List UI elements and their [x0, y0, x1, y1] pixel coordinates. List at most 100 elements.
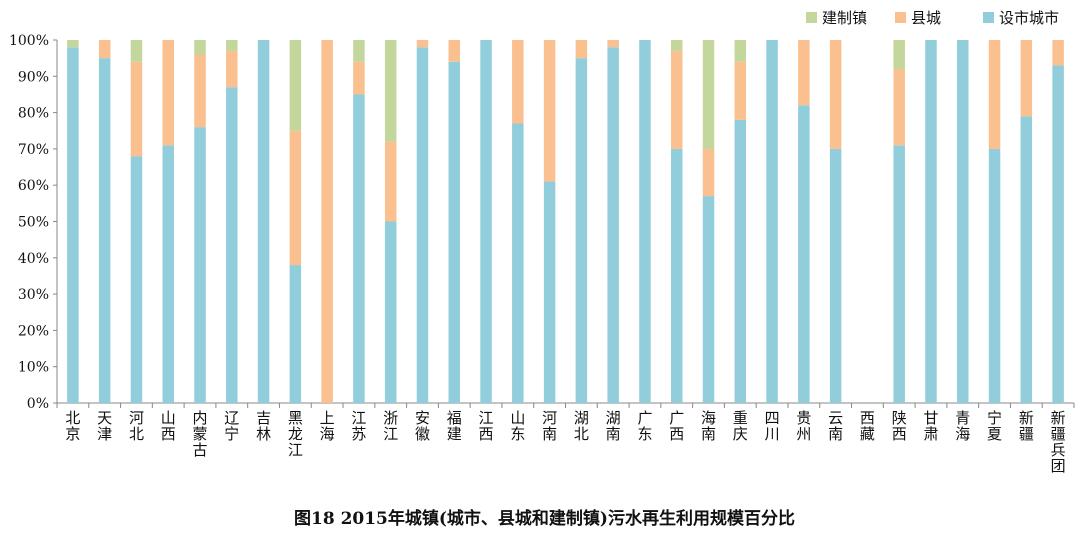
x-category-label: 陕西 [892, 409, 907, 443]
x-category-label: 福建 [447, 409, 462, 443]
x-category-label: 山西 [161, 409, 176, 443]
x-category-label: 广西 [669, 409, 684, 443]
bar-segment [893, 40, 905, 70]
legend: 建制镇 县城 设市城市 [806, 9, 1059, 27]
bar-segment [702, 148, 715, 197]
y-tick-label: 0% [27, 396, 49, 412]
bar-segment [798, 105, 810, 403]
bar-segment [798, 40, 810, 106]
y-tick-label: 10% [18, 360, 49, 376]
bar-segment [289, 130, 302, 266]
x-category-label: 广东 [637, 409, 652, 443]
y-tick-label: 50% [18, 215, 49, 231]
bar-segment [67, 40, 79, 48]
bars [67, 40, 1064, 404]
x-category-label: 山东 [510, 409, 525, 443]
x-category-label: 内蒙古 [193, 409, 208, 459]
y-tick-label: 20% [18, 323, 49, 339]
bar-segment [416, 40, 429, 48]
bar-segment [988, 40, 1001, 149]
x-category-label: 吉林 [256, 409, 271, 443]
y-tick-label: 30% [18, 287, 49, 303]
x-category-label: 河北 [129, 409, 144, 443]
bar-segment [766, 40, 778, 403]
bar-segment [480, 40, 492, 403]
bar-segment [384, 141, 397, 222]
bar-segment [512, 40, 524, 124]
bar-segment [226, 50, 238, 88]
bar-segment [988, 148, 1001, 403]
legend-label: 建制镇 [822, 9, 867, 27]
bar-segment [734, 119, 747, 404]
bar-segment [226, 87, 238, 403]
bar-segment [289, 265, 302, 403]
legend-label: 设市城市 [999, 9, 1059, 27]
bar-segment [448, 40, 461, 62]
bar-segment [448, 61, 461, 403]
x-category-label: 重庆 [733, 409, 748, 443]
bar-segment [607, 40, 619, 48]
bar-segment [384, 221, 397, 403]
y-tick-label: 60% [18, 178, 49, 194]
bar-segment [893, 145, 905, 403]
x-category-label: 湖北 [574, 409, 589, 443]
bar-segment [416, 47, 429, 403]
legend-swatch [806, 12, 817, 23]
chart: 0% 10% 20% 30% 40% 50% 60% 70% 80% 90% 100% 北京天津河北… [9, 9, 1075, 475]
bar-segment [1052, 65, 1064, 403]
bar-segment [1020, 40, 1033, 117]
bar-segment [734, 40, 747, 62]
x-category-label: 贵州 [796, 409, 811, 443]
y-tick-label: 80% [18, 106, 49, 122]
bar-segment [194, 127, 206, 404]
bar-segment [543, 40, 556, 182]
bar-segment [98, 58, 111, 404]
x-category-label: 浙江 [383, 409, 398, 443]
chart-caption: 图18 2015年城镇(城市、县城和建制镇)污水再生利用规模百分比 [294, 509, 795, 529]
bar-segment [67, 47, 79, 403]
bar-segment [321, 40, 333, 403]
x-category-label: 甘肃 [923, 409, 938, 443]
bar-segment [512, 123, 524, 404]
x-category-label: 湖南 [606, 409, 621, 443]
legend-swatch [983, 12, 994, 23]
x-category-label: 安徽 [415, 409, 430, 443]
x-category-label: 西藏 [860, 409, 875, 443]
x-category-label: 天津 [97, 409, 112, 443]
bar-segment [194, 40, 206, 55]
bar-segment [353, 94, 365, 403]
legend-swatch [895, 12, 906, 23]
x-category-label: 新疆兵团 [1051, 409, 1066, 475]
x-category-label: 上海 [320, 409, 335, 443]
bar-segment [289, 40, 302, 131]
y-axis: 0% 10% 20% 30% 40% 50% 60% 70% 80% 90% 100% [9, 33, 1075, 412]
x-category-label: 北京 [65, 409, 80, 443]
bar-segment [226, 40, 238, 51]
bar-segment [162, 40, 174, 146]
bar-segment [1052, 40, 1064, 66]
y-tick-label: 40% [18, 251, 49, 267]
x-category-label: 河南 [542, 409, 557, 443]
bar-segment [734, 61, 747, 120]
bar-segment [957, 40, 969, 403]
bar-segment [130, 40, 143, 62]
x-category-label: 新疆 [1019, 409, 1034, 443]
bar-segment [670, 40, 683, 51]
y-tick-label: 90% [18, 69, 49, 85]
bar-segment [130, 156, 143, 403]
bar-segment [670, 148, 683, 403]
bar-segment [543, 181, 556, 403]
bar-segment [194, 54, 206, 128]
bar-segment [257, 40, 270, 403]
bar-segment [353, 40, 365, 62]
x-category-label: 四川 [765, 409, 780, 443]
bar-segment [702, 196, 715, 403]
x-category-label: 江西 [479, 409, 494, 443]
bar-segment [353, 61, 365, 95]
bar-segment [702, 40, 715, 149]
bar-segment [162, 145, 174, 403]
y-tick-label: 100% [9, 33, 49, 49]
x-category-label: 海南 [701, 409, 716, 443]
x-category-label: 江苏 [351, 409, 366, 443]
